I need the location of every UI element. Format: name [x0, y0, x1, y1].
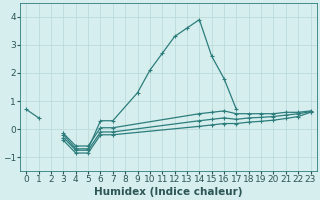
X-axis label: Humidex (Indice chaleur): Humidex (Indice chaleur)	[94, 187, 243, 197]
